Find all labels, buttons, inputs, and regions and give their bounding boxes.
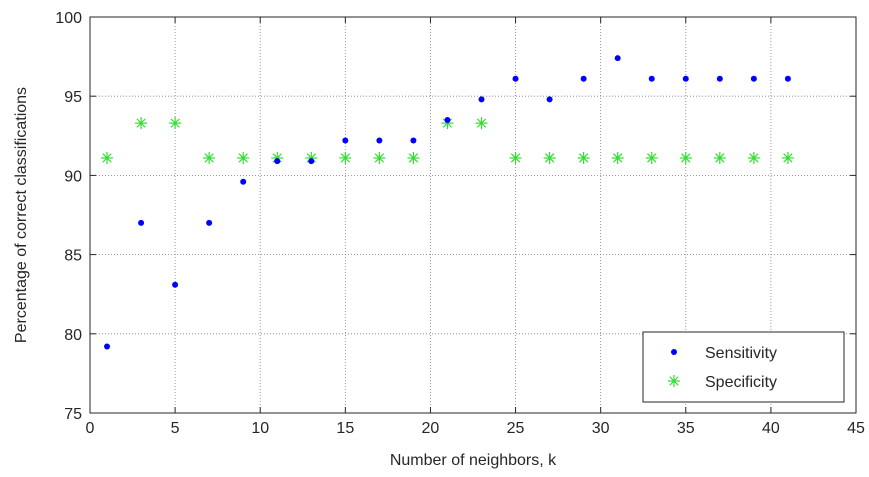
specificity-point [611,151,624,164]
x-axis-label: Number of neighbors, k [390,452,557,469]
x-tick-label: 0 [86,420,95,437]
sensitivity-point [682,75,689,82]
sensitivity-point [104,343,111,350]
legend-sensitivity-marker [671,349,677,355]
specificity-point [135,117,148,130]
specificity-point [407,151,420,164]
specificity-point [475,117,488,130]
sensitivity-point [206,219,213,226]
specificity-point [237,151,250,164]
sensitivity-point [750,75,757,82]
x-tick-label: 15 [336,420,354,437]
sensitivity-point [512,75,519,82]
specificity-point [169,117,182,130]
specificity-point [747,151,760,164]
sensitivity-point [308,158,315,165]
x-tick-label: 30 [592,420,610,437]
x-tick-label: 10 [251,420,269,437]
specificity-point [373,151,386,164]
specificity-point [781,151,794,164]
specificity-point [713,151,726,164]
sensitivity-point [614,55,621,62]
sensitivity-point [410,137,417,144]
legend: Sensitivity Specificity [642,331,845,403]
sensitivity-point [546,96,553,103]
y-axis-label: Percentage of correct classifications [13,87,30,343]
sensitivity-point [240,178,247,185]
y-tick-label: 100 [55,10,82,27]
sensitivity-point [648,75,655,82]
y-tick-label: 90 [64,168,82,185]
x-tick-label: 40 [762,420,780,437]
legend-dot [671,349,677,355]
x-tick-label: 5 [171,420,180,437]
specificity-point [543,151,556,164]
tick-labels: 0 5 10 15 20 25 30 35 40 45 75 80 85 90 95 100 [55,10,865,437]
sensitivity-point [716,75,723,82]
x-tick-label: 45 [847,420,865,437]
legend-star [668,375,680,387]
x-tick-label: 25 [507,420,525,437]
legend-specificity-label: Specificity [705,374,777,391]
legend-sensitivity-label: Sensitivity [705,345,777,362]
sensitivity-point [274,158,281,165]
y-tick-label: 95 [64,89,82,106]
sensitivity-point [444,116,451,123]
sensitivity-point [784,75,791,82]
sensitivity-point [172,281,179,288]
specificity-point [679,151,692,164]
x-tick-label: 35 [677,420,695,437]
legend-box [642,331,845,403]
legend-specificity-marker [668,375,680,387]
specificity-point [101,151,114,164]
specificity-point [203,151,216,164]
x-tick-label: 20 [422,420,440,437]
sensitivity-point [580,75,587,82]
sensitivity-point [138,219,145,226]
y-tick-label: 85 [64,248,82,265]
sensitivity-point [342,137,349,144]
y-tick-label: 75 [64,406,82,423]
specificity-point [645,151,658,164]
y-tick-label: 80 [64,327,82,344]
sensitivity-point [376,137,383,144]
specificity-point [577,151,590,164]
specificity-point [339,151,352,164]
plot-frame [89,16,857,414]
data-points [101,55,794,350]
sensitivity-point [478,96,485,103]
specificity-point [509,151,522,164]
